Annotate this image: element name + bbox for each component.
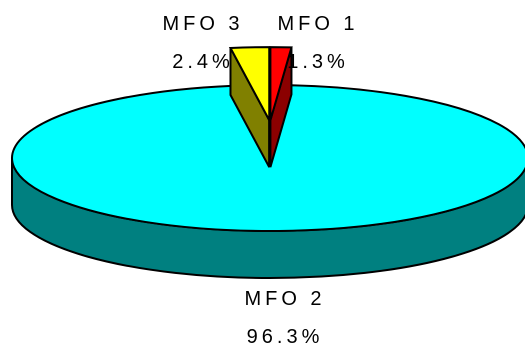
pie-slice-top-mfo1: [269, 46, 293, 121]
pie-slice-mfo3: [228, 46, 271, 168]
pie-slice-top-mfo3: [228, 46, 271, 121]
slice-label-mfo3-name: MFO 3: [162, 13, 243, 35]
slice-label-mfo1-name: MFO 1: [277, 13, 358, 35]
pie-slice-mfo1: [269, 46, 293, 168]
slice-label-mfo3-value: 2.4%: [172, 51, 234, 73]
slice-label-mfo2-name: MFO 2: [244, 288, 325, 310]
pie-slices: [11, 46, 525, 279]
slice-label-mfo2-value: 96.3%: [247, 326, 324, 348]
slice-label-mfo1-value: 1.3%: [287, 51, 349, 73]
